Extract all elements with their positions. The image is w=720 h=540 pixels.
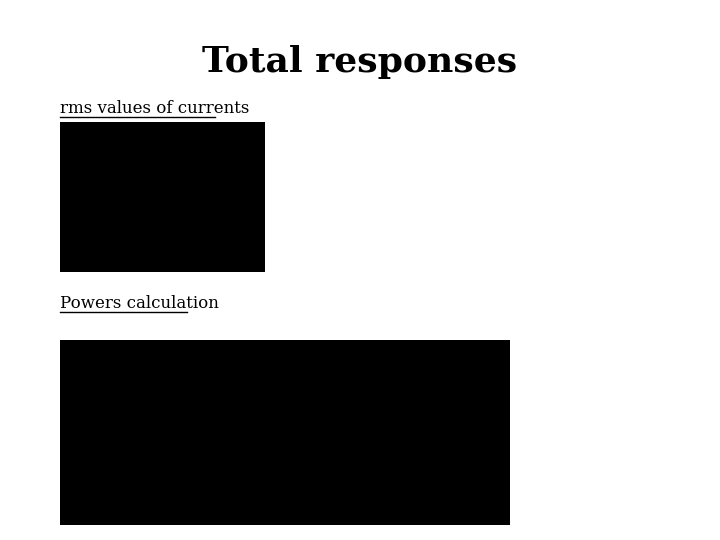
Bar (60, 340, 510, 525)
Text: rms values of currents: rms values of currents (60, 100, 249, 117)
Text: Total responses: Total responses (202, 45, 518, 79)
Text: Powers calculation: Powers calculation (60, 295, 219, 312)
Bar (60, 122, 265, 272)
